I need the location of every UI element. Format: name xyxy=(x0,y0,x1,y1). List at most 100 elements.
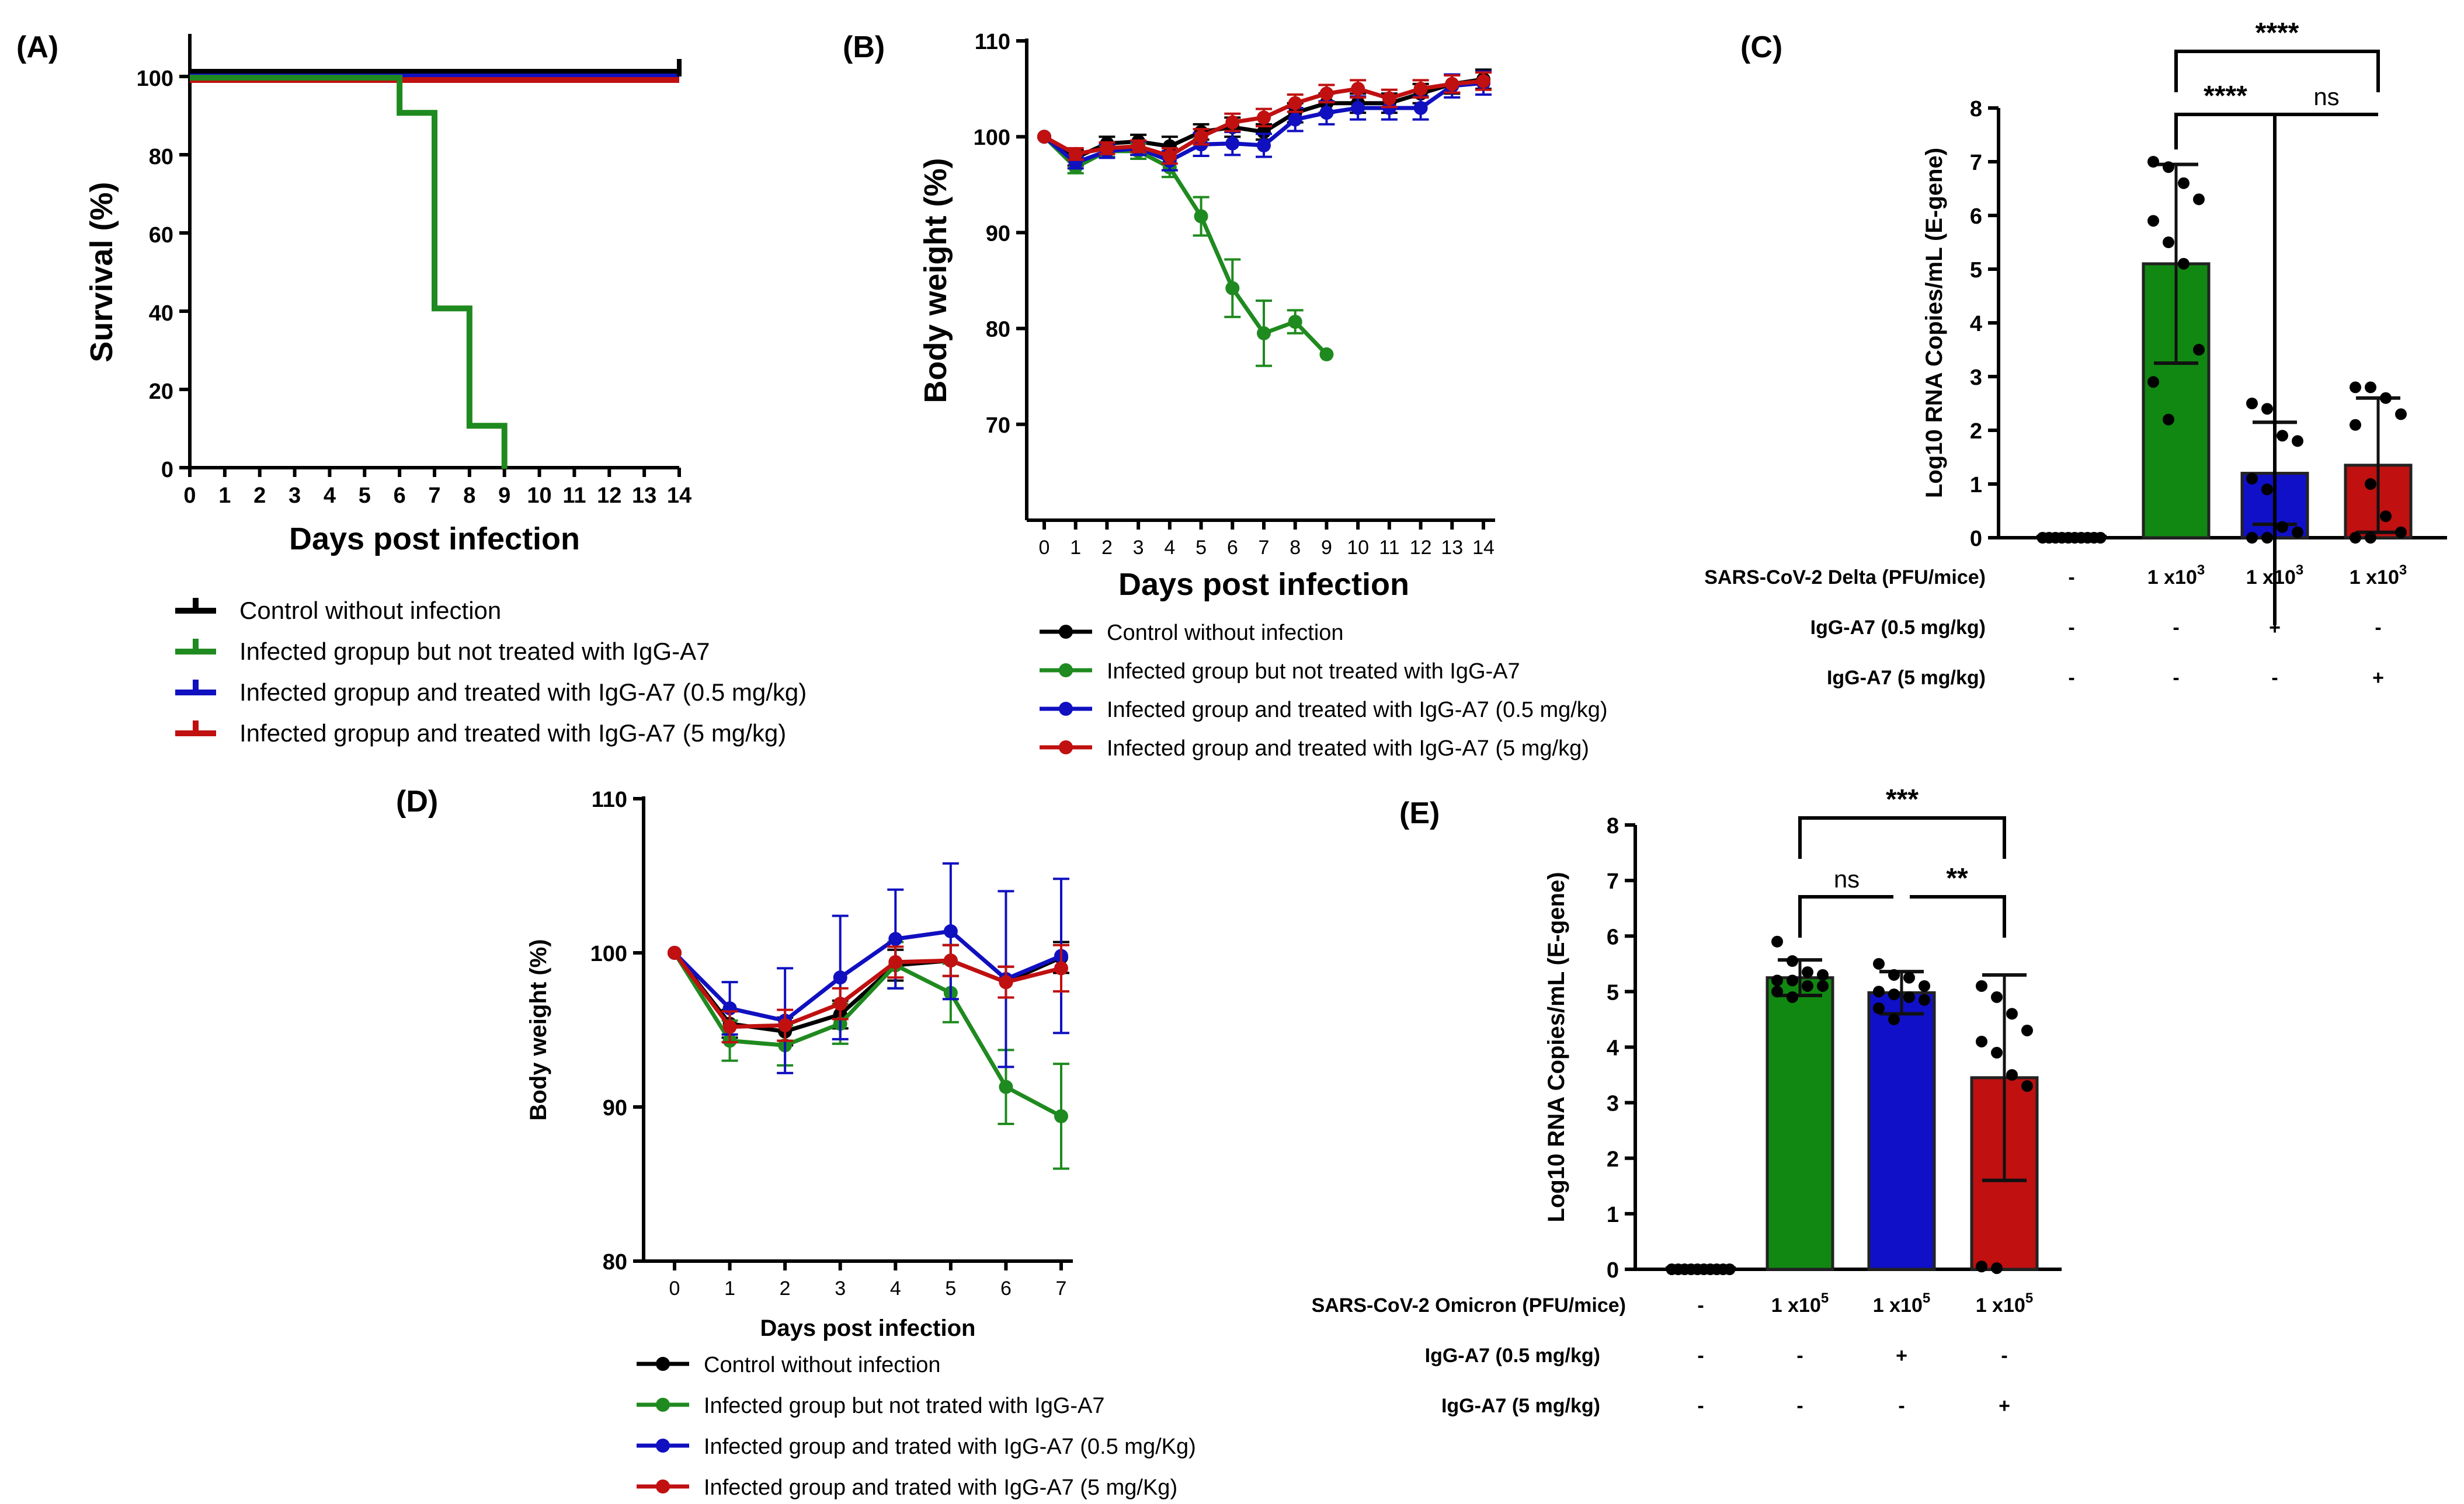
x-tick-label: 0 xyxy=(669,1277,680,1300)
data-point xyxy=(1771,935,1783,948)
x-tick-label: 5 xyxy=(945,1277,956,1300)
y-tick-label: 8 xyxy=(1970,97,1982,121)
x-axis-title: Days post infection xyxy=(289,521,580,556)
y-tick-label: 40 xyxy=(149,301,173,326)
bar-low xyxy=(1867,991,1936,1271)
data-point xyxy=(2163,236,2174,248)
data-point-high xyxy=(999,975,1013,990)
data-point-untreated xyxy=(1257,326,1271,340)
data-point xyxy=(2395,408,2407,420)
x-tick-label: 7 xyxy=(1056,1277,1067,1300)
x-tick-label: 11 xyxy=(562,483,586,508)
x-tick-label: 13 xyxy=(632,483,656,508)
data-point-high xyxy=(1351,82,1365,96)
legend-swatch-marker xyxy=(1059,702,1073,716)
legend-swatch-marker xyxy=(656,1357,670,1371)
y-tick-label: 70 xyxy=(986,413,1010,438)
x-tick-label: 10 xyxy=(527,483,551,508)
legend-label: Control without infection xyxy=(1107,621,1344,645)
condition-row-label: IgG-A7 (5 mg/kg) xyxy=(1441,1395,1600,1417)
series-line-untreated xyxy=(1042,135,1328,356)
significance-bracket xyxy=(1910,895,2006,938)
legend-label: Control without infection xyxy=(239,597,501,624)
x-tick-label: 7 xyxy=(1259,537,1270,559)
data-point xyxy=(1787,974,1798,987)
data-point xyxy=(2163,161,2174,173)
data-point xyxy=(1817,980,1829,992)
data-point xyxy=(2261,532,2273,544)
legend-label: Infected group and trated with IgG-A7 (5… xyxy=(704,1475,1177,1500)
data-point-untreated xyxy=(1054,1109,1068,1123)
x-tick-label: 12 xyxy=(597,483,621,508)
data-point xyxy=(1873,1002,1885,1014)
panel-label-a: (A) xyxy=(16,30,58,64)
condition-row-label: SARS-CoV-2 Delta (PFU/mice) xyxy=(1704,566,1986,589)
data-point xyxy=(2365,532,2376,544)
x-tick-label: 8 xyxy=(463,483,475,508)
condition-value: - xyxy=(1697,1345,1704,1367)
y-tick-label: 4 xyxy=(1607,1036,1619,1061)
data-point xyxy=(1888,988,1900,1001)
y-tick-label: 90 xyxy=(603,1096,627,1120)
significance-label: ns xyxy=(2313,83,2339,110)
data-point xyxy=(2021,1024,2033,1036)
data-point xyxy=(1771,974,1783,987)
panel-label-e: (E) xyxy=(1399,796,1440,830)
y-tick-label: 20 xyxy=(149,380,173,404)
data-point xyxy=(1787,991,1798,1003)
y-tick-label: 8 xyxy=(1607,814,1619,838)
data-point-untreated xyxy=(1288,315,1302,329)
significance-bracket xyxy=(1798,816,2006,859)
data-point-high xyxy=(1194,130,1208,144)
x-tick-label: 4 xyxy=(1164,537,1175,559)
panel-label-c: (C) xyxy=(1740,30,1782,64)
data-point xyxy=(2147,215,2159,227)
x-tick-label: 14 xyxy=(667,483,691,508)
x-tick-label: 6 xyxy=(1000,1277,1012,1300)
data-point-high xyxy=(1068,147,1083,161)
x-tick-label: 3 xyxy=(289,483,301,508)
data-point-high xyxy=(722,1019,737,1034)
data-point-high xyxy=(888,955,903,969)
y-tick-label: 5 xyxy=(1970,258,1982,283)
legend-label: Infected group and trated with IgG-A7 (0… xyxy=(704,1435,1196,1459)
significance-bracket xyxy=(1798,895,1893,938)
condition-value: - xyxy=(2375,617,2381,639)
x-tick-label: 5 xyxy=(359,483,371,508)
x-axis-title: Days post infection xyxy=(760,1315,976,1341)
data-point xyxy=(1991,1262,2003,1275)
legend-swatch-marker xyxy=(656,1479,670,1493)
data-point xyxy=(1976,1035,1987,1047)
y-tick-label: 4 xyxy=(1970,312,1982,336)
condition-value: - xyxy=(1697,1294,1704,1317)
data-point-high xyxy=(1037,130,1051,144)
series-line-high xyxy=(673,951,1062,1029)
x-tick-label: 3 xyxy=(1133,537,1144,559)
x-tick-label: 5 xyxy=(1195,537,1207,559)
survival-curve-untreated xyxy=(190,75,508,469)
y-axis-title: Body weight (%) xyxy=(918,158,953,403)
y-tick-label: 110 xyxy=(975,30,1010,54)
significance-label: ns xyxy=(1834,865,1860,893)
legend-label: Infected group and treated with IgG-A7 (… xyxy=(1107,736,1589,761)
x-tick-label: 6 xyxy=(1227,537,1238,559)
y-tick-label: 80 xyxy=(603,1250,627,1275)
data-point xyxy=(2147,376,2159,388)
data-point xyxy=(2292,526,2303,538)
x-tick-label: 13 xyxy=(1441,537,1463,559)
legend-swatch-marker xyxy=(1059,663,1073,677)
y-axis-title: Log10 RNA Copies/mL (E-gene) xyxy=(1544,872,1569,1222)
data-point xyxy=(2350,419,2361,431)
x-tick-label: 1 xyxy=(1070,537,1081,559)
significance-bracket xyxy=(2174,50,2380,92)
data-point xyxy=(1802,966,1813,979)
data-point xyxy=(2292,435,2303,447)
data-point xyxy=(2380,392,2392,404)
data-point-low xyxy=(943,924,958,939)
y-tick-label: 0 xyxy=(1607,1258,1619,1283)
legend-label: Infected group but not trated with IgG-A… xyxy=(704,1394,1105,1418)
data-point xyxy=(1976,1261,1987,1273)
data-point xyxy=(2006,1008,2018,1020)
data-point xyxy=(1787,955,1798,967)
